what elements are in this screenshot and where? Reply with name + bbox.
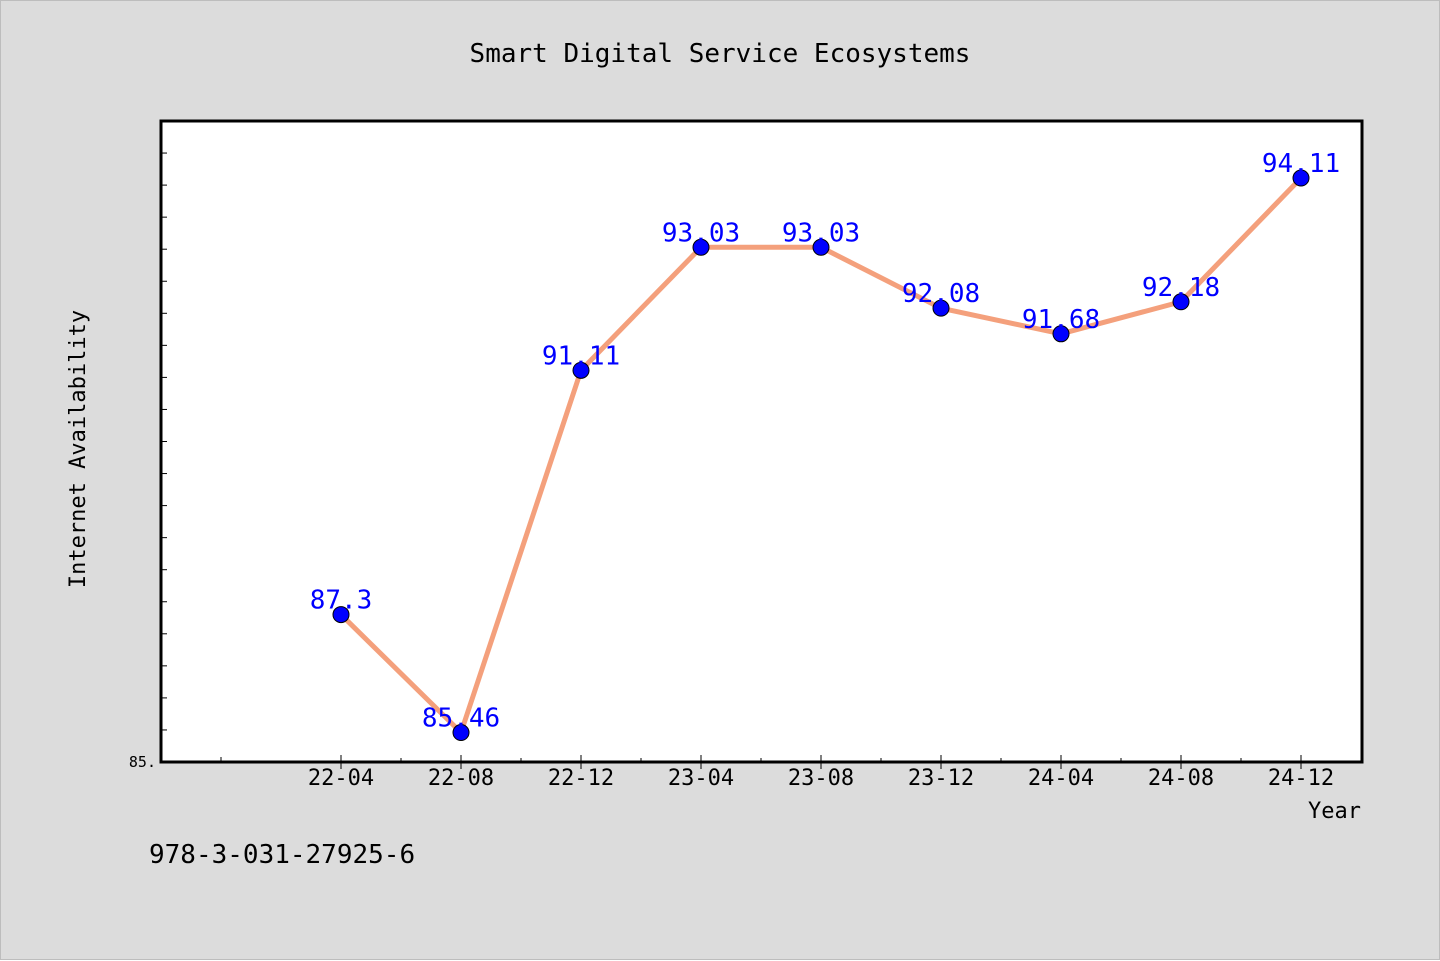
series-line-group — [332, 169, 1310, 742]
data-labels-group: 87.3 85.46 91.11 93.03 93.03 92.08 91.68 92.18 9… — [310, 149, 1340, 733]
y-axis-ticks — [161, 120, 167, 763]
data-label: 94.11 — [1262, 149, 1340, 179]
x-tick-label: 23-12 — [908, 766, 974, 791]
data-point — [572, 361, 590, 379]
x-tick-label: 22-12 — [548, 766, 614, 791]
x-axis-title: Year — [1308, 799, 1361, 824]
data-point — [932, 299, 950, 317]
data-label: 93.03 — [662, 218, 740, 248]
chart-title: Smart Digital Service Ecosystems — [470, 39, 971, 69]
x-tick-label: 23-08 — [788, 766, 854, 791]
plot-area — [159, 119, 1364, 764]
y-tick-label: 85. — [129, 753, 156, 771]
data-point — [812, 238, 830, 256]
y-axis-title: Internet Availability — [66, 310, 91, 588]
data-point — [1292, 169, 1310, 187]
data-point — [1052, 325, 1070, 343]
data-point — [452, 724, 470, 742]
data-point — [692, 238, 710, 256]
data-label: 92.18 — [1142, 273, 1220, 303]
x-tick-label: 24-04 — [1028, 766, 1094, 791]
x-tick-label: 23-04 — [668, 766, 734, 791]
x-tick-label: 22-08 — [428, 766, 494, 791]
data-label: 91.11 — [542, 341, 620, 371]
data-point — [332, 606, 350, 624]
data-label: 85.46 — [422, 704, 500, 734]
data-point — [1172, 293, 1190, 311]
data-label: 87.3 — [310, 586, 373, 616]
data-label: 93.03 — [782, 218, 860, 248]
x-tick-label: 24-08 — [1148, 766, 1214, 791]
data-label: 92.08 — [902, 279, 980, 309]
x-axis-ticks — [220, 755, 1302, 769]
x-tick-label: 24-12 — [1268, 766, 1334, 791]
x-tick-label: 22-04 — [308, 766, 374, 791]
x-axis-tick-labels: 22-04 22-08 22-12 23-04 23-08 23-12 24-04 24-08… — [308, 766, 1334, 791]
isbn-text: 978-3-031-27925-6 — [149, 840, 415, 870]
data-label: 91.68 — [1022, 305, 1100, 335]
